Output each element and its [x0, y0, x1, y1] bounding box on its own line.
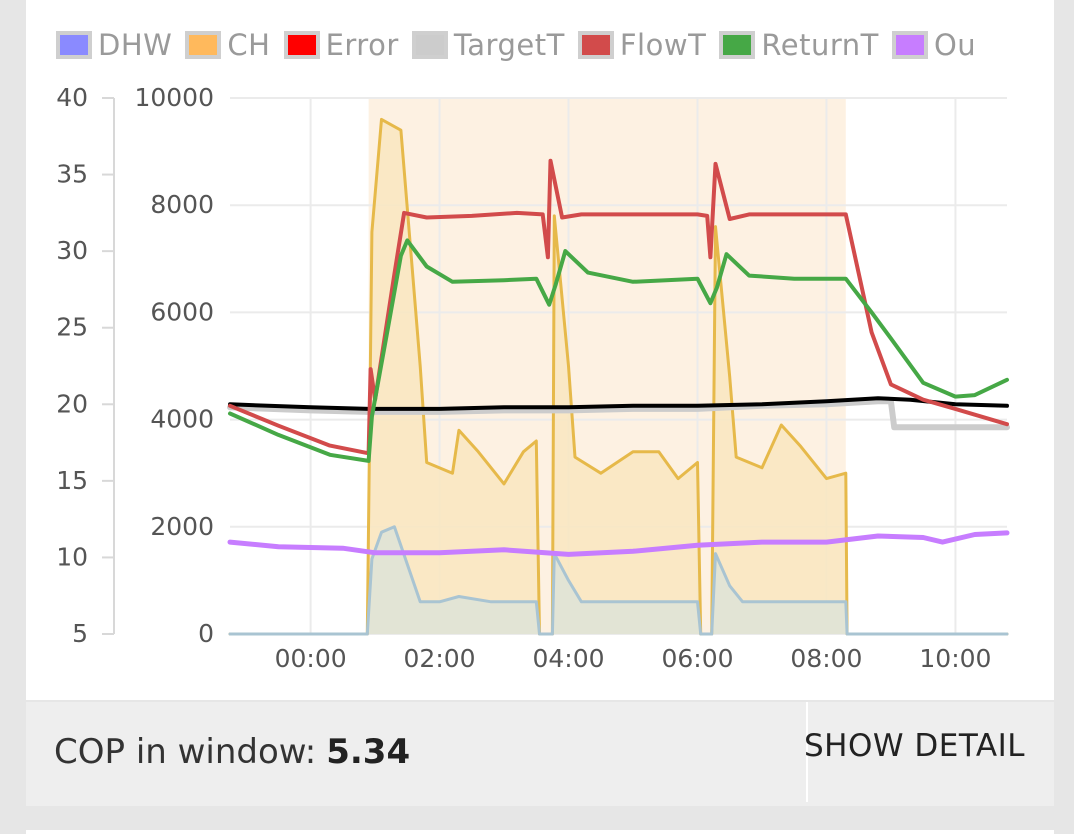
legend-item-dhw[interactable]: DHW — [56, 28, 172, 62]
series-lines — [227, 117, 1010, 636]
x-tick-label: 00:00 — [275, 644, 347, 673]
legend-label-outside: Ou — [933, 28, 977, 62]
right-tick-label: 0 — [198, 619, 214, 648]
chart-legend: DHW CH Error TargetT FlowT ReturnT Ou — [56, 28, 1030, 68]
legend-swatch-targett — [411, 31, 448, 59]
legend-label-targett: TargetT — [453, 28, 565, 62]
legend-label-dhw: DHW — [98, 28, 173, 62]
series-line-returnt — [228, 238, 1009, 463]
legend-swatch-error — [283, 31, 320, 59]
cop-summary: COP in window: 5.34 — [54, 732, 410, 772]
left-tick-label: 25 — [56, 313, 88, 342]
show-detail-button[interactable]: SHOW DETAIL — [804, 728, 1026, 764]
legend-item-outside[interactable]: Ou — [891, 28, 977, 62]
right-tick-label: 4000 — [150, 405, 214, 434]
legend-item-ch[interactable]: CH — [185, 28, 270, 62]
series-line-targett — [227, 398, 1010, 431]
left-tick-label: 20 — [56, 389, 88, 418]
left-y-axis-ticks: 40 35 30 25 20 15 10 5 — [56, 83, 114, 648]
left-tick-label: 10 — [56, 542, 88, 571]
legend-swatch-ch — [185, 31, 222, 59]
legend-swatch-flowt — [577, 31, 614, 59]
legend-label-error: Error — [325, 28, 399, 62]
legend-item-flowt[interactable]: FlowT — [577, 28, 707, 62]
left-tick-label: 40 — [56, 83, 88, 112]
legend-swatch-outside — [891, 31, 928, 59]
x-axis-ticks: 00:00 02:00 04:00 06:00 08:00 10:00 — [275, 644, 992, 673]
left-tick-label: 5 — [72, 619, 88, 648]
legend-swatch-returnt — [719, 31, 756, 59]
legend-label-flowt: FlowT — [619, 28, 707, 62]
left-tick-label: 30 — [56, 236, 88, 265]
right-tick-label: 10000 — [134, 83, 214, 112]
heat-output-area — [230, 119, 1007, 634]
right-y-axis-ticks: 10000 8000 6000 4000 2000 0 — [134, 83, 214, 648]
x-tick-label: 08:00 — [790, 644, 862, 673]
cop-value: 5.34 — [326, 732, 411, 772]
legend-item-targett[interactable]: TargetT — [411, 28, 565, 62]
legend-item-error[interactable]: Error — [283, 28, 399, 62]
legend-label-returnt: ReturnT — [761, 28, 879, 62]
left-tick-label: 15 — [56, 466, 88, 495]
legend-swatch-dhw — [56, 31, 92, 59]
footer-bar: COP in window: 5.34 SHOW DETAIL — [26, 702, 1054, 806]
series-line-heat — [228, 117, 1009, 636]
electric-input-area — [230, 526, 1007, 634]
chart-plot: 40 35 30 25 20 15 10 5 10000 8000 6000 4000 2000 0 0… — [56, 83, 1010, 673]
bottom-strip — [26, 830, 1054, 834]
right-tick-label: 2000 — [150, 512, 214, 541]
series-line-black — [228, 396, 1009, 411]
legend-item-returnt[interactable]: ReturnT — [719, 28, 878, 62]
x-tick-label: 04:00 — [533, 644, 605, 673]
cop-label: COP in window: — [54, 732, 317, 772]
right-tick-label: 6000 — [150, 297, 214, 326]
footer-divider — [806, 702, 808, 802]
x-tick-label: 02:00 — [404, 644, 476, 673]
x-tick-label: 10:00 — [919, 644, 991, 673]
series-line-outside — [227, 530, 1010, 557]
left-tick-label: 35 — [56, 160, 88, 189]
right-tick-label: 8000 — [150, 190, 214, 219]
x-tick-label: 06:00 — [661, 644, 733, 673]
legend-label-ch: CH — [227, 28, 271, 62]
